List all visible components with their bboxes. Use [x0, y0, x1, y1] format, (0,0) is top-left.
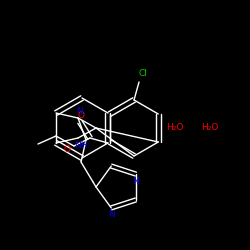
Text: N: N — [108, 210, 114, 220]
Text: NH: NH — [74, 142, 88, 150]
Text: H₂O: H₂O — [201, 124, 219, 132]
Text: N: N — [76, 106, 82, 116]
Text: O: O — [64, 144, 70, 154]
Text: Cl: Cl — [138, 70, 147, 78]
Text: N: N — [132, 176, 139, 186]
Text: H₂O: H₂O — [166, 124, 184, 132]
Text: O: O — [78, 110, 84, 120]
